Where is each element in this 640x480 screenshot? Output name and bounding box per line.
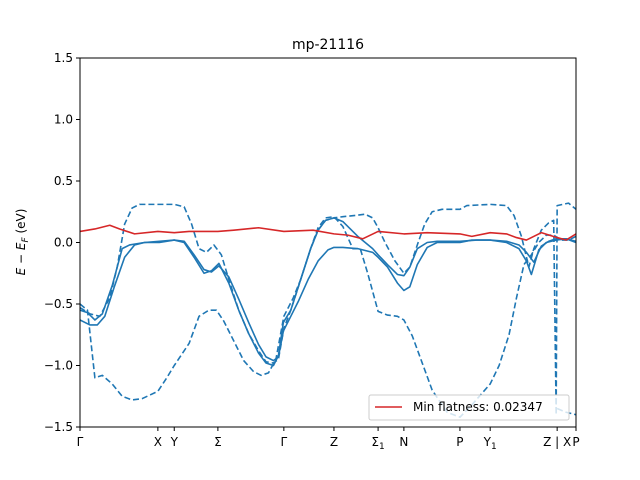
y-tick-label: 0.0 xyxy=(54,236,73,250)
y-tick-label: −1.5 xyxy=(44,420,73,434)
y-tick-label: −0.5 xyxy=(44,297,73,311)
y-tick-label: 1.0 xyxy=(54,113,73,127)
x-tick-label: Σ xyxy=(214,435,222,449)
band-line-3 xyxy=(80,202,576,416)
band-line-1 xyxy=(80,217,576,367)
chart-title: mp-21116 xyxy=(292,37,364,53)
y-tick-label: 0.5 xyxy=(54,174,73,188)
x-tick-label: N xyxy=(399,435,408,449)
x-tick-label: Γ xyxy=(77,435,84,449)
y-axis-label: E − EF (eV) xyxy=(14,209,31,276)
x-tick-label: Σ1 xyxy=(371,435,384,452)
y-tick-label: −1.0 xyxy=(44,359,73,373)
band-line-5 xyxy=(80,224,576,241)
x-tick-label: Γ xyxy=(281,435,288,449)
legend-label: Min flatness: 0.02347 xyxy=(413,400,543,414)
y-axis: −1.5 −1.0 −0.5 0.0 0.5 1.0 1.5 xyxy=(44,51,80,434)
x-tick-label: X xyxy=(154,435,162,449)
x-tick-label: Y xyxy=(170,435,179,449)
x-tick-label: P xyxy=(456,435,463,449)
x-tick-label: P xyxy=(572,435,579,449)
series-layer xyxy=(80,202,576,418)
legend-box xyxy=(368,394,570,421)
legend: Min flatness: 0.02347 xyxy=(368,394,570,421)
band-line-2 xyxy=(80,215,576,418)
band-line-0 xyxy=(80,238,576,362)
y-tick-label: 1.5 xyxy=(54,51,73,65)
x-tick-label: Z | X xyxy=(543,435,571,449)
x-tick-label: Z xyxy=(330,435,338,449)
x-tick-label: Y1 xyxy=(483,435,497,452)
